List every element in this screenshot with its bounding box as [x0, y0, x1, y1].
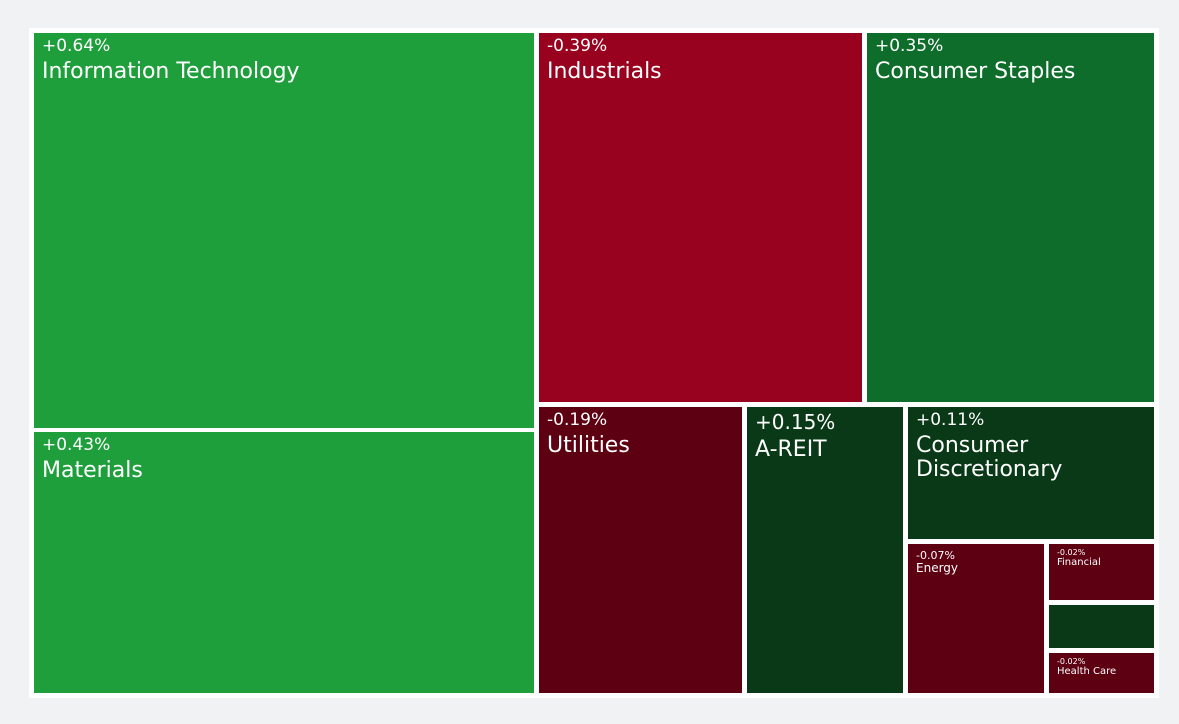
tile-sector-label: Utilities [547, 433, 630, 458]
treemap-tile-information-technology[interactable]: +0.64% Information Technology [34, 33, 534, 428]
treemap-tile-materials[interactable]: +0.43% Materials [34, 432, 534, 693]
treemap-tile-unlabeled[interactable] [1049, 605, 1154, 648]
tile-sector-label: Health Care [1057, 666, 1117, 677]
tile-change-label: -0.07% [916, 549, 955, 562]
treemap-tile-industrials[interactable]: -0.39% Industrials [539, 33, 862, 402]
tile-change-label: +0.35% [875, 36, 944, 56]
treemap-tile-consumer-discretionary[interactable]: +0.11% Consumer Discretionary [908, 407, 1154, 539]
tile-sector-label: Consumer Staples [875, 59, 1076, 84]
tile-sector-label: Energy [916, 561, 959, 575]
treemap-tile-energy[interactable]: -0.07% Energy [908, 544, 1044, 693]
treemap-tile-financial[interactable]: -0.02% Financial [1049, 544, 1154, 600]
tile-change-label: +0.64% [42, 36, 111, 56]
treemap-tile-utilities[interactable]: -0.19% Utilities [539, 407, 742, 693]
tile-change-label: -0.19% [547, 410, 608, 430]
tile-sector-label: Industrials [547, 59, 662, 84]
tile-change-label: +0.15% [755, 410, 836, 434]
tile-change-label: -0.02% [1057, 657, 1086, 666]
tile-sector-label: Materials [42, 458, 143, 483]
tile-sector-label: Information Technology [42, 59, 300, 84]
tile-change-label: -0.02% [1057, 548, 1086, 557]
treemap-tile-health-care[interactable]: -0.02% Health Care [1049, 653, 1154, 693]
treemap-tile-a-reit[interactable]: +0.15% A-REIT [747, 407, 903, 693]
tile-sector-label: Consumer Discretionary [916, 433, 1063, 482]
treemap-chart: +0.64% Information Technology +0.43% Materi… [29, 28, 1159, 698]
tile-change-label: +0.43% [42, 435, 111, 455]
tile-change-label: -0.39% [547, 36, 608, 56]
tile-sector-label: A-REIT [755, 437, 827, 462]
treemap-tile-consumer-staples[interactable]: +0.35% Consumer Staples [867, 33, 1154, 402]
tile-change-label: +0.11% [916, 410, 985, 430]
tile-sector-label: Financial [1057, 557, 1101, 568]
